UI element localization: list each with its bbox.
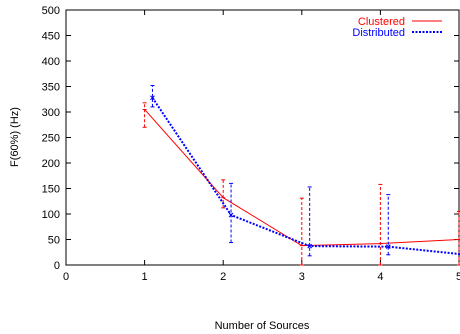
x-axis-title: Number of Sources <box>215 320 310 332</box>
y-tick-label: 250 <box>42 133 60 145</box>
series-distributed <box>150 84 460 257</box>
x-tick-label: 2 <box>220 271 226 283</box>
y-tick-label: 450 <box>42 31 60 43</box>
x-tick-label: 4 <box>377 271 383 283</box>
x-axis: 0 1 2 3 4 5 <box>63 10 460 283</box>
y-tick-label: 400 <box>42 56 60 68</box>
y-axis: 0 50 100 150 200 250 300 350 400 450 500 <box>42 5 459 272</box>
y-tick-label: 150 <box>42 184 60 196</box>
y-tick-label: 50 <box>48 235 60 247</box>
y-tick-label: 0 <box>54 260 60 272</box>
data-point-distributed <box>150 95 155 101</box>
y-tick-label: 500 <box>42 5 60 17</box>
series-clustered <box>142 102 460 266</box>
plot-frame <box>65 9 460 266</box>
data-point-distributed <box>385 244 391 249</box>
x-tick-label: 3 <box>299 271 305 283</box>
data-point-distributed <box>228 212 234 218</box>
series-layer <box>142 84 460 266</box>
y-axis-title: F(60%) (Hz) <box>9 107 21 167</box>
series-line-distributed <box>151 97 460 256</box>
x-tick-label: 0 <box>63 271 69 283</box>
y-tick-label: 350 <box>42 82 60 94</box>
data-point-distributed <box>307 243 313 249</box>
y-tick-label: 100 <box>42 209 60 221</box>
legend-label-clustered: Clustered <box>358 16 405 28</box>
series-line-clustered <box>144 109 460 247</box>
y-tick-label: 300 <box>42 107 60 119</box>
x-tick-label: 5 <box>456 271 460 283</box>
x-tick-label: 1 <box>142 271 148 283</box>
y-tick-label: 200 <box>42 158 60 170</box>
legend-label-distributed: Distributed <box>352 27 405 39</box>
